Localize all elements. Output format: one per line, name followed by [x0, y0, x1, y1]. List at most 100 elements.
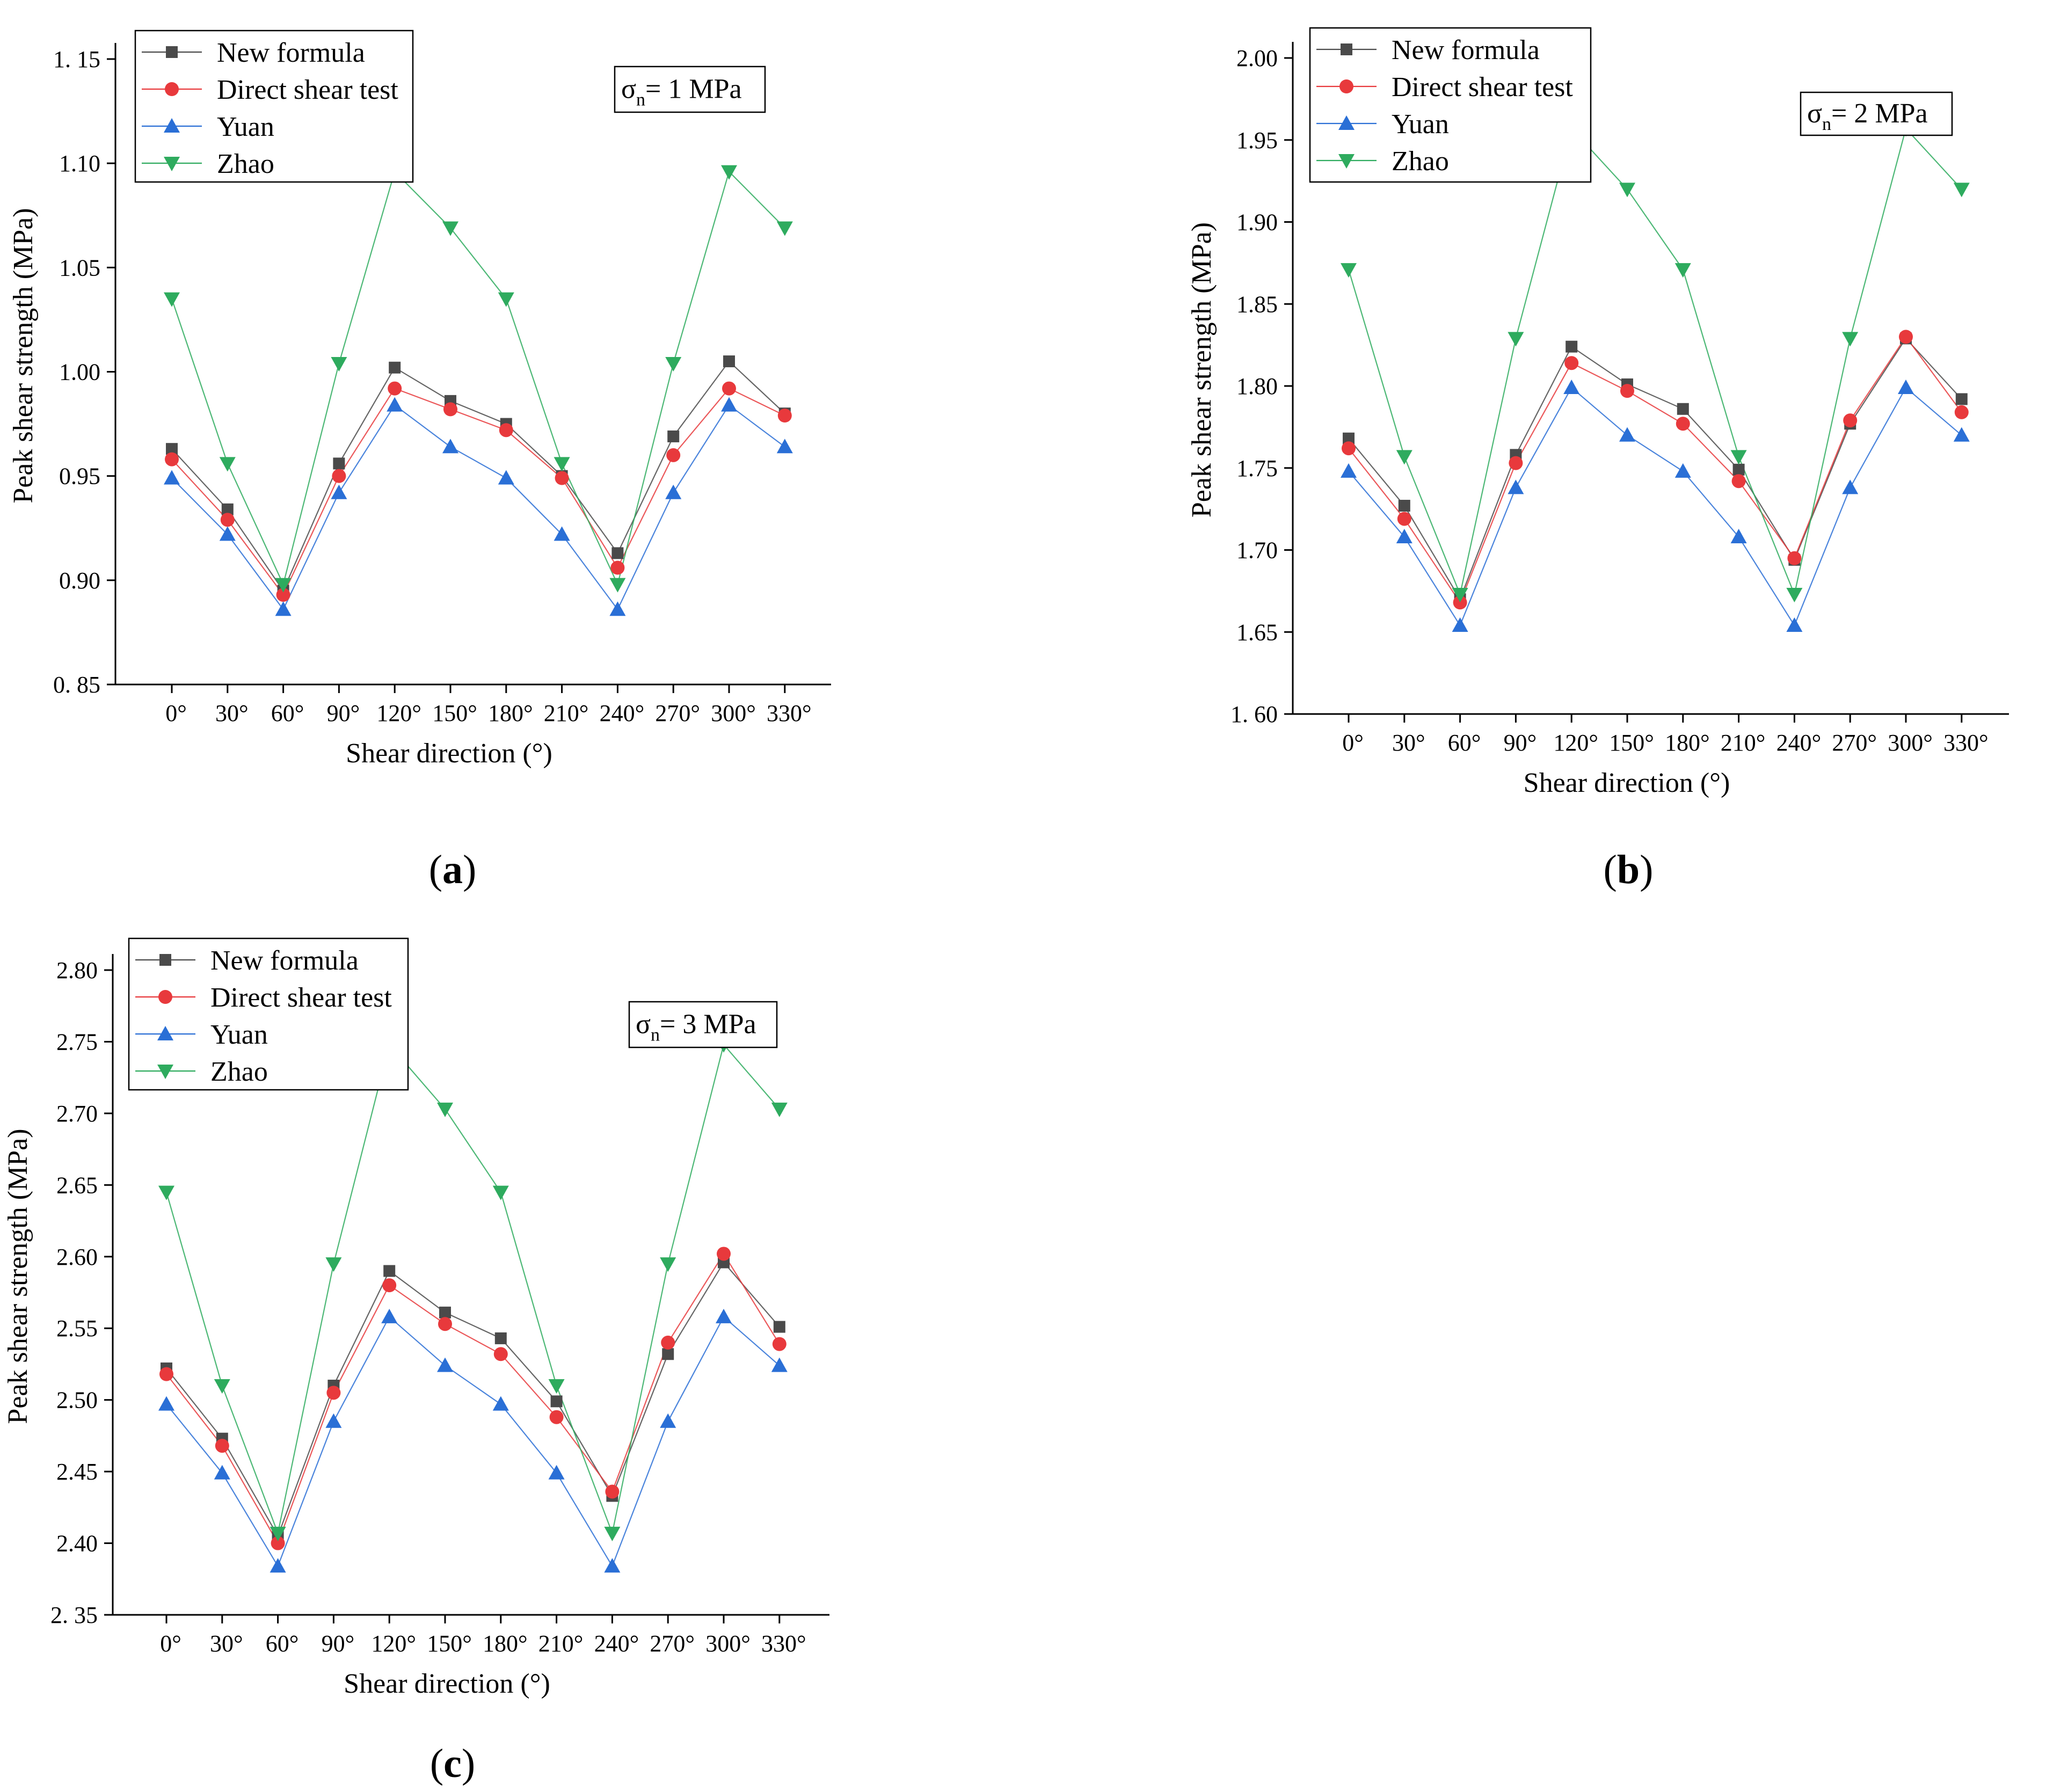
x-tick-label: 90° [322, 1630, 355, 1657]
data-point-yuan [716, 1308, 732, 1323]
y-tick-label: 2. 35 [50, 1602, 98, 1628]
y-tick-label: 0.95 [59, 463, 100, 490]
y-tick-label: 2.60 [56, 1244, 98, 1270]
data-point-new-formula [1732, 463, 1745, 476]
legend-entry: New formula [210, 945, 359, 976]
data-point-yuan [275, 601, 292, 616]
series-line-zhao [171, 170, 785, 586]
data-point-zhao [1674, 263, 1691, 278]
x-tick-label: 180° [483, 1630, 528, 1657]
data-point-zhao [275, 578, 292, 593]
y-tick-label: 0. 85 [53, 672, 100, 698]
x-tick-label: 210° [544, 700, 589, 726]
data-point-yuan [1730, 529, 1747, 544]
x-tick-label: 240° [1776, 730, 1822, 756]
data-point-direct-shear-test [382, 1278, 397, 1293]
data-point-zhao [270, 1526, 286, 1541]
data-point-new-formula [662, 1348, 674, 1360]
data-point-yuan [1341, 463, 1357, 478]
data-point-direct-shear-test [605, 1484, 620, 1499]
data-point-direct-shear-test [1731, 474, 1746, 489]
y-tick-label: 1.10 [59, 150, 100, 177]
legend-marker [164, 118, 180, 133]
data-point-yuan [442, 439, 458, 454]
data-point-new-formula [1677, 403, 1689, 415]
y-tick-label: 2.55 [56, 1315, 98, 1342]
data-point-yuan [381, 1308, 398, 1323]
x-tick-label: 300° [705, 1630, 751, 1657]
x-axis-title: Shear direction (°) [346, 738, 552, 769]
data-point-zhao [158, 1185, 174, 1200]
legend-marker [1338, 115, 1355, 130]
condition-label: σn= 1 MPa [614, 65, 766, 113]
x-tick-label: 90° [1504, 730, 1537, 756]
legend-entry: New formula [217, 38, 365, 68]
data-point-direct-shear-test [722, 381, 736, 396]
x-tick-label: 270° [655, 700, 700, 726]
legend-entry: New formula [1392, 35, 1540, 65]
x-tick-label: 240° [600, 700, 645, 726]
series-line-yuan [166, 1316, 780, 1568]
data-point-yuan [1786, 617, 1803, 632]
data-point-direct-shear-test [666, 448, 681, 462]
data-point-yuan [214, 1465, 230, 1480]
y-tick-label: 1.75 [1236, 455, 1278, 482]
data-point-zhao [609, 578, 626, 593]
data-point-yuan [776, 439, 793, 454]
data-point-new-formula [773, 1321, 785, 1333]
x-tick-label: 270° [1832, 730, 1877, 756]
y-tick-label: 1. 15 [53, 46, 100, 72]
data-point-new-formula [1398, 500, 1410, 512]
data-point-zhao [164, 292, 180, 307]
x-tick-label: 300° [1888, 730, 1933, 756]
data-point-yuan [554, 526, 570, 541]
data-point-direct-shear-test [610, 560, 625, 575]
legend-marker [157, 1026, 173, 1040]
data-point-new-formula [494, 1332, 507, 1344]
data-point-direct-shear-test [1397, 512, 1411, 526]
y-tick-label: 1.80 [1236, 373, 1278, 399]
y-tick-label: 0.90 [59, 567, 100, 594]
data-point-zhao [1508, 332, 1524, 347]
data-point-direct-shear-test [326, 1386, 341, 1400]
x-tick-label: 180° [488, 700, 533, 726]
data-point-direct-shear-test [1342, 441, 1356, 456]
data-point-zhao [442, 221, 458, 236]
data-point-yuan [164, 470, 180, 485]
legend-box [1309, 27, 1592, 183]
data-point-yuan [498, 470, 514, 485]
data-point-new-formula [1955, 393, 1968, 405]
data-point-yuan [1953, 427, 1970, 442]
series-line-zhao [1348, 127, 1962, 596]
y-tick-label: 2.70 [56, 1101, 98, 1127]
data-point-new-formula [550, 1395, 563, 1408]
data-point-direct-shear-test [549, 1410, 564, 1424]
series-line-new-formula [171, 360, 785, 592]
data-point-yuan [1452, 617, 1468, 632]
data-point-new-formula [221, 503, 234, 515]
x-tick-label: 150° [1609, 730, 1654, 756]
x-tick-label: 300° [711, 700, 756, 726]
legend-box [134, 30, 414, 183]
data-point-direct-shear-test [1676, 417, 1690, 431]
series-line-new-formula [166, 1261, 780, 1538]
x-tick-label: 210° [1721, 730, 1766, 756]
data-point-direct-shear-test [276, 588, 290, 602]
data-point-new-formula [333, 457, 345, 470]
x-tick-label: 120° [376, 700, 421, 726]
data-point-yuan [1619, 427, 1635, 442]
x-axis-title: Shear direction (°) [1524, 768, 1730, 798]
data-point-direct-shear-test [220, 513, 235, 527]
series-line-direct-shear-test [1348, 336, 1962, 604]
x-tick-label: 90° [327, 700, 360, 726]
data-point-zhao [1953, 183, 1970, 198]
data-point-yuan [270, 1558, 286, 1573]
legend-entry: Direct shear test [210, 982, 392, 1013]
legend-entry: Yuan [210, 1019, 268, 1050]
y-tick-label: 2.00 [1236, 45, 1278, 71]
x-tick-label: 30° [215, 700, 249, 726]
data-point-zhao [776, 221, 793, 236]
data-point-yuan [604, 1558, 621, 1573]
data-point-direct-shear-test [772, 1337, 787, 1351]
data-point-yuan [609, 601, 626, 616]
